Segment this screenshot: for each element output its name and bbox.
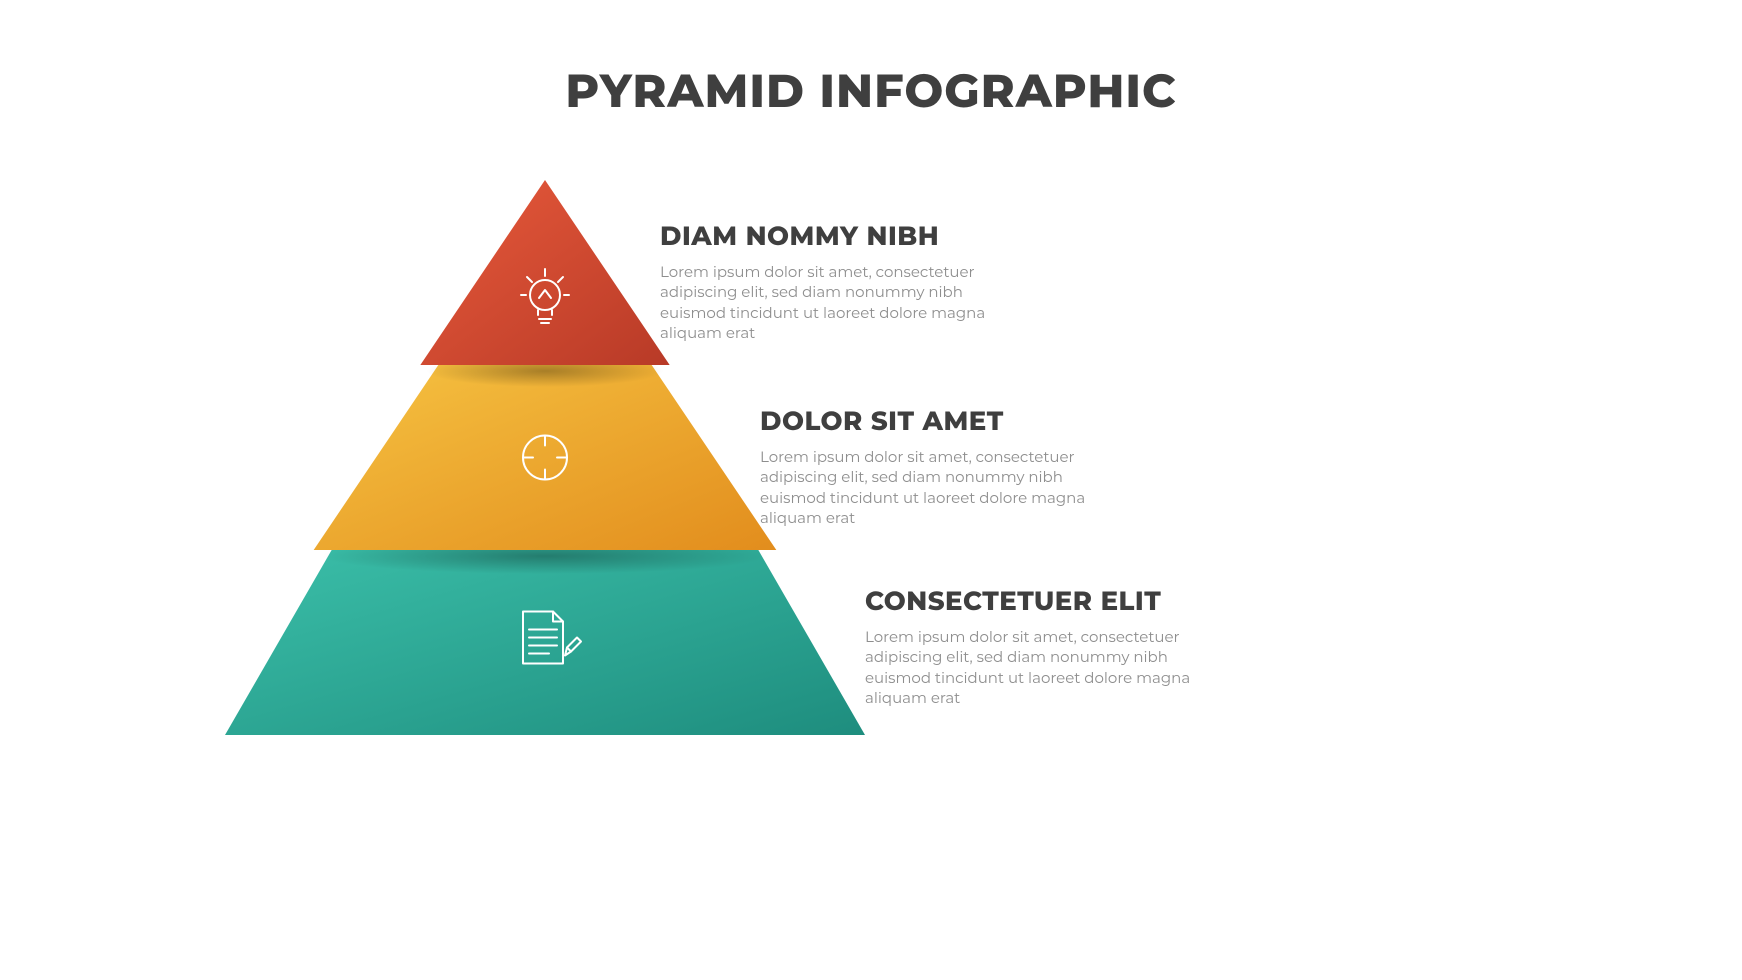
page-title: PYRAMID INFOGRAPHIC xyxy=(0,62,1742,119)
text-heading: DOLOR SIT AMET xyxy=(760,405,1120,437)
text-heading: DIAM NOMMY NIBH xyxy=(660,220,1020,252)
text-block-top: DIAM NOMMY NIBH Lorem ipsum dolor sit am… xyxy=(660,220,1020,343)
text-body: Lorem ipsum dolor sit amet, consectetuer… xyxy=(760,447,1120,528)
pyramid-segment-bottom xyxy=(225,550,865,735)
text-block-bottom: CONSECTETUER ELIT Lorem ipsum dolor sit … xyxy=(865,585,1225,708)
text-block-middle: DOLOR SIT AMET Lorem ipsum dolor sit ame… xyxy=(760,405,1120,528)
text-body: Lorem ipsum dolor sit amet, consectetuer… xyxy=(660,262,1020,343)
pyramid-segment-middle xyxy=(314,365,777,550)
text-heading: CONSECTETUER ELIT xyxy=(865,585,1225,617)
text-body: Lorem ipsum dolor sit amet, consectetuer… xyxy=(865,627,1225,708)
